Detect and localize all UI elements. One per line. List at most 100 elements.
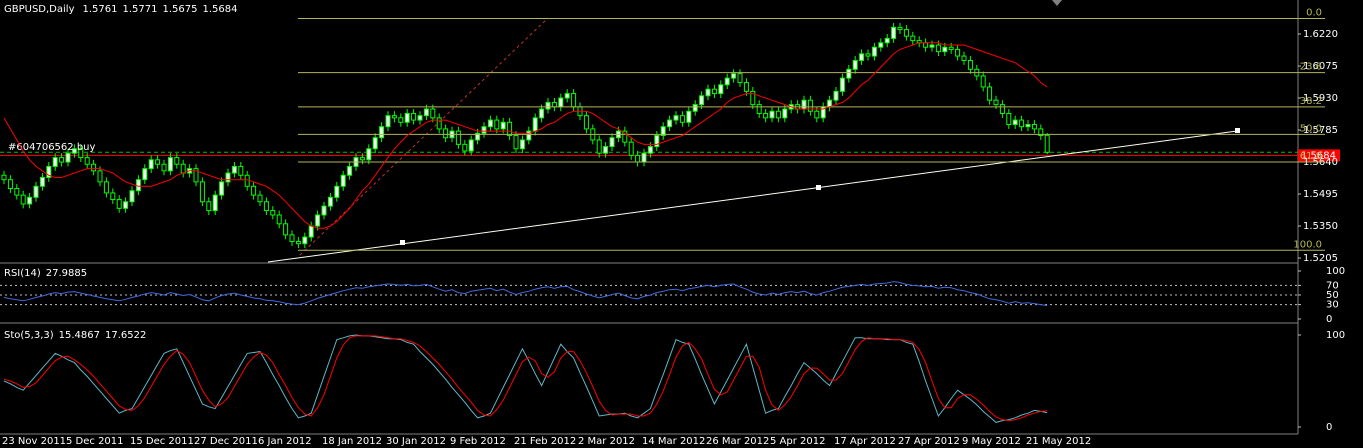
fib-label: 0.0 — [1306, 8, 1322, 19]
candle-body — [583, 115, 589, 130]
candle-body — [398, 117, 404, 123]
scroll-marker — [1052, 0, 1062, 6]
candle-body — [871, 46, 877, 57]
candle-body — [321, 205, 327, 216]
candle-body — [923, 42, 929, 48]
candle-body — [327, 196, 333, 207]
y-tick-label: 1.5785 — [1303, 125, 1338, 136]
candle-body — [839, 77, 845, 92]
candle-body — [231, 165, 237, 174]
candle-body — [308, 225, 314, 238]
x-tick-label: 15 Dec 2011 — [130, 436, 194, 447]
candle-body — [110, 192, 116, 201]
candle-body — [84, 157, 90, 165]
candle-body — [475, 132, 481, 141]
candle-body — [276, 214, 282, 225]
candle-body — [59, 157, 65, 163]
x-tick-label: 30 Jan 2012 — [386, 436, 446, 447]
candle-body — [801, 99, 807, 110]
x-tick-label: 5 Apr 2012 — [770, 436, 825, 447]
candle-body — [551, 101, 557, 108]
candle-body — [302, 236, 308, 245]
trend-line — [267, 130, 1238, 263]
y-tick-label: 1.5930 — [1303, 93, 1338, 104]
y-tick-label: 100 — [1326, 330, 1345, 341]
x-tick-label: 27 Apr 2012 — [898, 436, 960, 447]
fib-label: 50.0 — [1300, 123, 1322, 134]
candle-body — [263, 201, 269, 212]
candle-body — [731, 73, 737, 79]
trend-anchor — [1235, 128, 1240, 133]
candle-body — [519, 139, 525, 150]
candle-body — [468, 139, 474, 152]
candle-body — [507, 121, 513, 137]
candle-body — [679, 115, 685, 123]
x-tick-label: 2 Mar 2012 — [578, 436, 635, 447]
candle-body — [52, 157, 58, 167]
candle-body — [526, 130, 532, 141]
y-tick-label: 30 — [1326, 300, 1339, 311]
candle-body — [641, 152, 647, 163]
y-tick-label: 1.5350 — [1303, 221, 1338, 232]
x-tick-label: 18 Jan 2012 — [322, 436, 382, 447]
rsi-header: RSI(14) 27.9885 — [4, 268, 87, 279]
candle-body — [846, 68, 852, 79]
candle-body — [436, 117, 442, 130]
candle-body — [91, 163, 97, 172]
candle-body — [865, 53, 871, 57]
candle-body — [14, 187, 20, 196]
candle-body — [103, 181, 109, 194]
candle-body — [199, 181, 205, 203]
candle-body — [244, 174, 250, 187]
last-close: 1.5684 — [203, 4, 238, 15]
stoch-header: Sto(5,3,3) 15.4867 17.6522 — [4, 330, 146, 341]
candle-body — [558, 97, 564, 108]
candle-body — [1019, 119, 1025, 128]
candle-body — [340, 174, 346, 187]
candle-body — [46, 165, 52, 178]
candle-body — [1031, 123, 1037, 130]
rsi-last: 27.9885 — [46, 268, 87, 279]
last-high: 1.5771 — [123, 4, 158, 15]
candle-body — [39, 176, 45, 187]
price-box — [1298, 149, 1340, 162]
candle-body — [206, 201, 212, 212]
candle-body — [417, 115, 423, 121]
candle-body — [123, 201, 129, 209]
candle-body — [596, 139, 602, 154]
candle-body — [769, 110, 775, 119]
candle-body — [609, 137, 615, 148]
candle-body — [1044, 134, 1050, 153]
candle-body — [929, 44, 935, 48]
y-tick-label: 0 — [1326, 422, 1332, 433]
candle-body — [763, 112, 769, 119]
candle-body — [148, 159, 154, 170]
y-tick-label: 1.6220 — [1303, 29, 1338, 40]
candle-body — [430, 108, 436, 119]
y-tick-label: 1.5205 — [1303, 253, 1338, 264]
candle-body — [999, 104, 1005, 114]
x-tick-label: 21 Feb 2012 — [514, 436, 576, 447]
y-tick-label: 1.5495 — [1303, 189, 1338, 200]
candle-body — [71, 148, 77, 154]
fib-label: 23.6 — [1300, 62, 1322, 73]
candle-body — [673, 115, 679, 121]
candle-body — [212, 194, 218, 212]
candle-body — [116, 199, 122, 209]
candle-body — [1006, 112, 1012, 125]
last-low: 1.5675 — [163, 4, 198, 15]
candle-body — [315, 214, 321, 227]
candle-body — [129, 190, 135, 203]
candle-body — [78, 148, 84, 159]
candle-body — [539, 108, 545, 119]
candle-body — [20, 194, 26, 205]
chart-header: GBPUSD,Daily 1.5761 1.5771 1.5675 1.5684 — [4, 4, 238, 15]
candle-body — [97, 170, 103, 183]
x-tick-label: 9 Feb 2012 — [450, 436, 506, 447]
candle-body — [404, 112, 410, 123]
candle-body — [359, 157, 365, 161]
candle-body — [167, 157, 173, 172]
